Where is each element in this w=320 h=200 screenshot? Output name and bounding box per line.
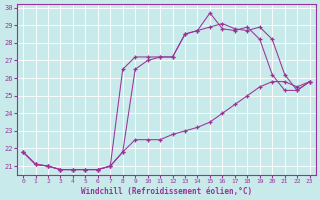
X-axis label: Windchill (Refroidissement éolien,°C): Windchill (Refroidissement éolien,°C) xyxy=(81,187,252,196)
